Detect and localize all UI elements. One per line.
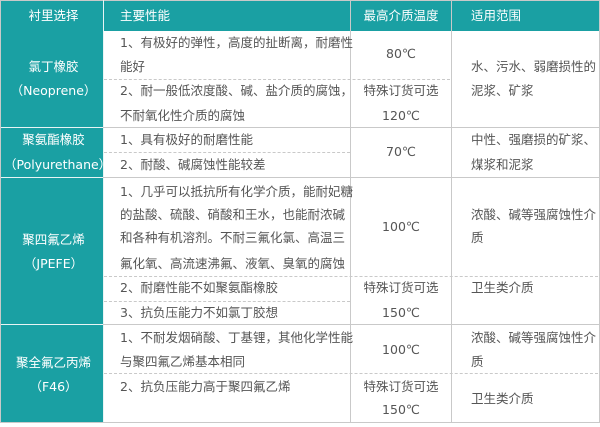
- property-text: 与聚四氟乙烯基本相同: [120, 354, 246, 369]
- temp-value: 80℃: [386, 46, 416, 61]
- lining-name: 聚全氟乙丙烯: [15, 355, 91, 370]
- scope-text: 浓酸、碱等强腐蚀性介: [471, 207, 597, 222]
- scope-text: 质: [471, 354, 484, 369]
- temp-value: 150℃: [382, 305, 420, 320]
- header-properties: 主要性能: [120, 8, 171, 23]
- scope-text: 泥浆、矿浆: [471, 83, 534, 98]
- property-text: 1、有极好的弹性，高度的扯断离，耐磨性: [120, 35, 353, 50]
- row-divider: [1, 127, 103, 128]
- header-scope: 适用范围: [471, 8, 522, 23]
- property-text: 不耐氧化性介质的腐蚀: [120, 108, 246, 123]
- scope-text: 质: [471, 230, 484, 245]
- temp-note: 特殊订货可选: [363, 379, 439, 394]
- header-lining: 衬里选择: [28, 8, 79, 23]
- header-row: [1, 1, 599, 31]
- dashed-divider: [104, 152, 350, 153]
- divider: [350, 0, 351, 422]
- scope-text: 卫生类介质: [471, 391, 534, 406]
- header-max-temp: 最高介质温度: [363, 8, 439, 23]
- property-text: 氟化氧、高流速沸氟、液氧、臭氧的腐蚀: [120, 256, 346, 271]
- scope-text: 煤浆和泥浆: [471, 157, 534, 172]
- property-text: 1、几乎可以抵抗所有化学介质，能耐妃糖: [120, 184, 353, 199]
- property-text: 和各种有机溶剂。不耐三氟化氯、高温三: [120, 230, 346, 245]
- property-text: 能好: [120, 59, 146, 74]
- scope-text: 卫生类介质: [471, 280, 534, 295]
- temp-note: 特殊订货可选: [363, 83, 439, 98]
- lining-name-en: （Neoprene）: [10, 83, 97, 98]
- divider: [451, 0, 452, 422]
- scope-text: 中性、强磨损的矿浆、: [471, 132, 597, 147]
- lining-column: [1, 31, 103, 422]
- temp-value: 100℃: [382, 342, 420, 357]
- row-divider: [1, 324, 103, 325]
- lining-name-en: （Polyurethane）: [4, 157, 112, 172]
- property-text: 2、耐一般低浓度酸、碱、盐介质的腐蚀，: [120, 83, 353, 98]
- property-text: 3、抗负压能力不如氯丁胶想: [120, 305, 278, 320]
- property-text: 2、耐酸、碱腐蚀性能较差: [120, 157, 266, 172]
- temp-note: 特殊订货可选: [363, 280, 439, 295]
- scope-text: 浓酸、碱等强腐蚀性介: [471, 330, 597, 345]
- row-divider: [103, 177, 599, 178]
- property-text: 的盐酸、硫酸、硝酸和王水，也能耐浓碱: [120, 207, 346, 222]
- property-text: 2、耐磨性能不如聚氨酯橡胶: [120, 280, 278, 295]
- dashed-divider: [104, 79, 450, 80]
- divider: [103, 0, 104, 422]
- property-text: 1、具有极好的耐磨性能: [120, 132, 253, 147]
- lining-name-en: （F46）: [29, 379, 78, 394]
- row-divider: [103, 127, 599, 128]
- temp-value: 120℃: [382, 108, 420, 123]
- temp-value: 100℃: [382, 219, 420, 234]
- row-divider: [1, 177, 103, 178]
- lining-name: 氯丁橡胶: [28, 59, 79, 74]
- dashed-divider: [104, 373, 598, 374]
- temp-value: 150℃: [382, 402, 420, 417]
- row-divider: [103, 324, 599, 325]
- lining-name: 聚四氟乙烯: [22, 232, 85, 247]
- scope-text: 水、污水、弱磨损性的: [471, 59, 597, 74]
- lining-name-en: （JPEFE）: [23, 256, 84, 271]
- dashed-divider: [104, 276, 598, 277]
- lining-name: 聚氨酯橡胶: [22, 132, 85, 147]
- property-text: 2、抗负压能力高于聚四氟乙烯: [120, 379, 291, 394]
- temp-value: 70℃: [386, 144, 416, 159]
- property-text: 1、不耐发烟硝酸、丁基锂，其他化学性能: [120, 330, 353, 345]
- dashed-divider: [104, 301, 350, 302]
